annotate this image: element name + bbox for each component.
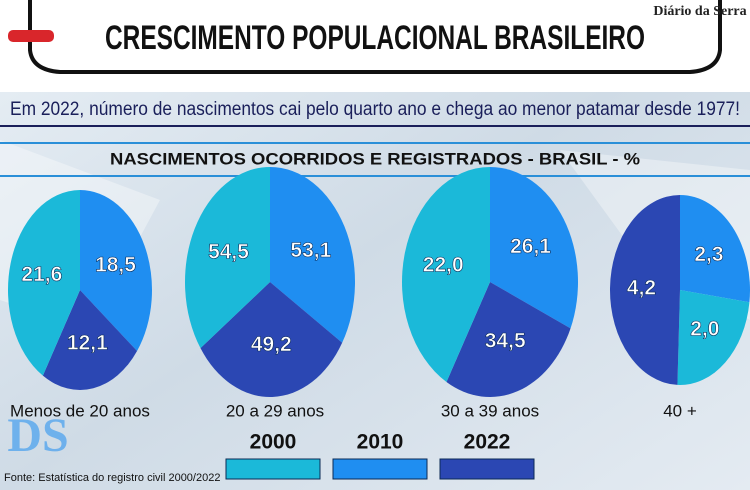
subtitle: Em 2022, número de nascimentos cai pelo …	[10, 99, 740, 120]
category-label: Menos de 20 anos	[10, 401, 150, 420]
legend-label: 2022	[464, 431, 511, 454]
value-label: 2,3	[694, 243, 723, 266]
value-label: 49,2	[251, 333, 292, 356]
pie-slice	[80, 190, 153, 351]
pie-slice	[677, 290, 750, 385]
value-label: 12,1	[67, 332, 108, 355]
category-label: 40 +	[663, 401, 697, 420]
pie-slice	[7, 190, 81, 376]
value-label: 2,0	[690, 317, 719, 340]
value-label: 34,5	[485, 330, 526, 353]
pie-slice	[402, 167, 490, 382]
pie-slice	[680, 195, 750, 303]
value-label: 53,1	[290, 239, 331, 262]
pie-slice	[185, 167, 270, 349]
logo: Diário da Serra	[653, 4, 746, 19]
source: Fonte: Estatística do registro civil 200…	[4, 472, 220, 484]
value-label: 26,1	[510, 235, 551, 258]
category-label: 30 a 39 anos	[441, 401, 539, 420]
category-label: 20 a 29 anos	[226, 401, 324, 420]
value-label: 22,0	[423, 253, 464, 276]
legend-swatch	[332, 458, 428, 480]
decor-pen	[8, 30, 54, 42]
value-label: 4,2	[627, 277, 656, 300]
legend-swatch	[225, 458, 321, 480]
pie-slice	[609, 195, 680, 385]
legend-label: 2010	[357, 431, 404, 454]
pie-slice	[490, 167, 578, 329]
legend-label: 2000	[250, 431, 297, 454]
pie-slice	[42, 290, 138, 390]
pie-slice	[446, 282, 571, 397]
pie-slice	[270, 167, 355, 343]
header-frame	[28, 0, 722, 74]
value-label: 18,5	[95, 253, 136, 276]
title: CRESCIMENTO POPULACIONAL BRASILEIRO	[105, 19, 645, 57]
pie-slice	[200, 282, 343, 397]
value-label: 21,6	[21, 263, 62, 286]
value-label: 54,5	[208, 240, 249, 263]
watermark: DS	[7, 409, 68, 462]
chart-title: NASCIMENTOS OCORRIDOS E REGISTRADOS - BR…	[110, 149, 640, 168]
legend-swatch	[439, 458, 535, 480]
